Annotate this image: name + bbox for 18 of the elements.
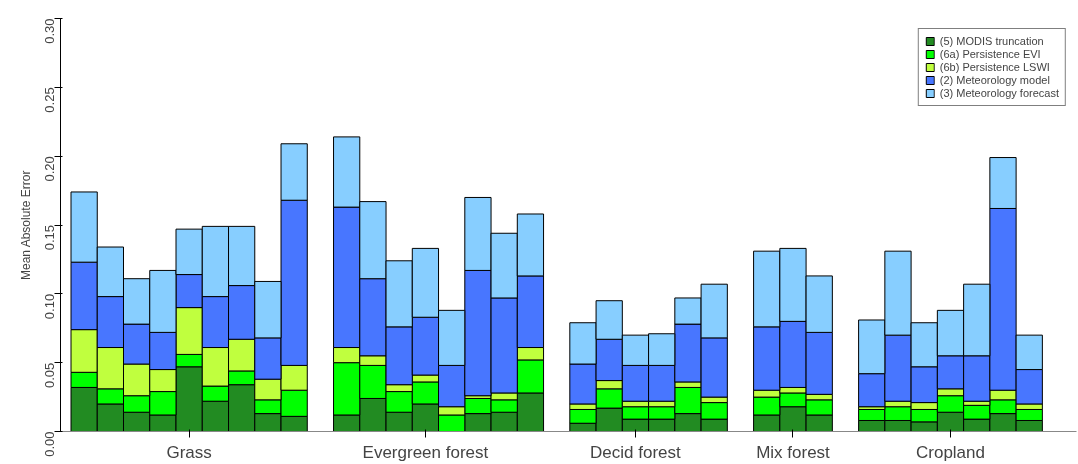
legend-label: (6a) Persistence EVI	[939, 48, 1041, 60]
x-tick-label: Mix forest	[756, 442, 831, 462]
y-tick-label: 0.00	[42, 431, 57, 457]
x-tick-label: Cropland	[915, 442, 985, 462]
y-tick-label: 0.30	[42, 18, 57, 44]
legend-label: (2) Meteorology model	[939, 74, 1050, 86]
y-tick-label: 0.10	[42, 293, 57, 320]
x-tick-label: Grass	[166, 442, 212, 462]
y-tick-label: 0.05	[42, 362, 57, 388]
y-axis-title: Mean Absolute Error	[18, 170, 33, 281]
y-tick-label: 0.25	[42, 87, 57, 113]
legend-label: (6b) Persistence LSWI	[939, 61, 1050, 73]
y-tick-label: 0.20	[42, 156, 57, 182]
y-tick-label: 0.15	[42, 224, 57, 251]
legend-label: (3) Meteorology forecast	[939, 87, 1059, 99]
x-tick-label: Evergreen forest	[362, 442, 489, 462]
legend-label: (5) MODIS truncation	[939, 35, 1044, 47]
x-tick-label: Decid forest	[590, 442, 682, 462]
